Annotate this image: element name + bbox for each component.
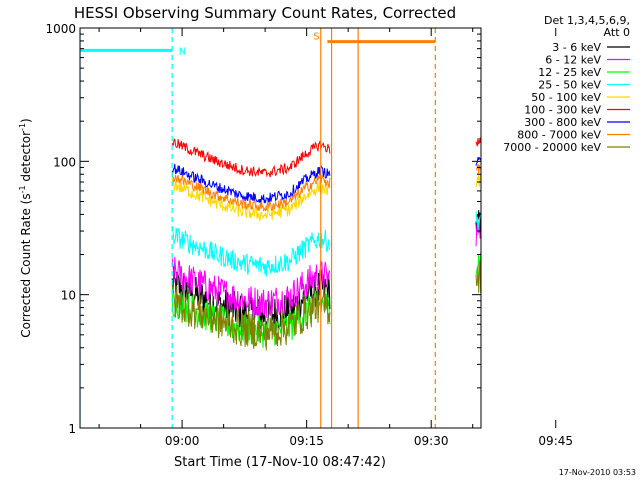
- legend-label: 50 - 100 keV: [531, 91, 601, 104]
- series-50-100-kev: [171, 173, 481, 222]
- series-7000-20000-kev: [171, 257, 481, 351]
- series-line-segment-1: [171, 171, 331, 212]
- x-tick-label: 09:00: [165, 434, 200, 448]
- y-axis-label-sup-1: -1: [18, 185, 27, 193]
- legend-label: 800 - 7000 keV: [517, 129, 601, 142]
- night-label: N: [179, 46, 186, 57]
- x-axis-label: Start Time (17-Nov-10 08:47:42): [174, 455, 386, 470]
- series-line-segment-1: [171, 163, 331, 204]
- timestamp: 17-Nov-2010 03:53: [559, 468, 636, 477]
- series-line-segment-1: [171, 138, 331, 178]
- y-tick-label: 1: [68, 422, 76, 436]
- series-25-50-kev: [171, 210, 481, 277]
- legend-header-line-1: Det 1,3,4,5,6,9,: [544, 14, 630, 27]
- series-100-300-kev: [171, 135, 481, 178]
- plot-content: NS: [80, 28, 481, 428]
- legend-header-line-2: Att 0: [604, 26, 630, 39]
- y-axis-label-part-3: ): [19, 118, 33, 123]
- y-axis-label-sup-2: -1: [18, 123, 27, 131]
- y-tick-label: 1000: [45, 22, 76, 36]
- y-axis-label: Corrected Count Rate (s-1 detector-1): [18, 118, 33, 337]
- series-line-segment-1: [171, 226, 331, 277]
- y-axis-label-part-2: detector: [19, 131, 33, 186]
- plot-frame: [79, 27, 482, 429]
- saa-label: S: [313, 31, 319, 42]
- y-tick-label: 100: [53, 155, 76, 169]
- legend-label: 25 - 50 keV: [538, 79, 601, 92]
- plot-clipped-area: [80, 28, 481, 428]
- legend-label: 3 - 6 keV: [552, 41, 601, 54]
- legend-label: 100 - 300 keV: [524, 104, 601, 117]
- chart-title: HESSI Observing Summary Count Rates, Cor…: [74, 4, 456, 22]
- legend-label: 12 - 25 keV: [538, 66, 601, 79]
- y-tick-label: 10: [61, 289, 76, 303]
- legend-label: 300 - 800 keV: [524, 116, 601, 129]
- series-800-7000-kev: [171, 163, 481, 212]
- series-line-segment-1: [171, 177, 331, 222]
- legend-label: 7000 - 20000 keV: [503, 141, 601, 154]
- x-tick-label: 09:30: [414, 434, 449, 448]
- x-tick-label: 09:45: [538, 434, 573, 448]
- series-line-segment-1: [171, 256, 331, 318]
- series-line-segment-1: [171, 283, 331, 351]
- x-tick-label: 09:15: [289, 434, 324, 448]
- y-axis-label-part-1: Corrected Count Rate (s: [19, 193, 33, 337]
- series-300-800-kev: [171, 156, 481, 204]
- series-6-12-kev: [171, 216, 481, 318]
- legend-label: 6 - 12 keV: [545, 54, 601, 67]
